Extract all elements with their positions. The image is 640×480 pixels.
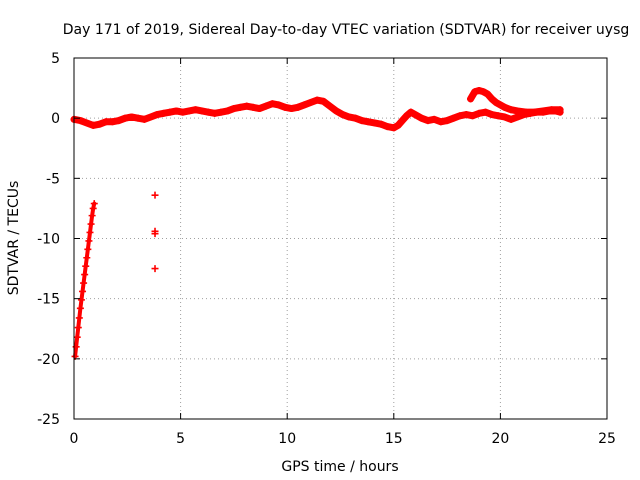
series-main-band	[70, 96, 564, 132]
y-tick-labels: -25 -20 -15 -10 -5 0 5	[37, 51, 60, 428]
data-points	[70, 86, 564, 360]
y-tick-label: -20	[37, 352, 60, 368]
y-tick-label: -15	[37, 292, 60, 308]
series-band	[73, 201, 97, 359]
chart-title: Day 171 of 2019, Sidereal Day-to-day VTE…	[63, 22, 630, 38]
x-tick-label: 20	[491, 431, 509, 447]
series-upper-loop	[467, 86, 564, 116]
y-tick-label: -25	[37, 412, 60, 428]
y-axis-label: SDTVAR / TECUs	[6, 181, 22, 296]
series-band	[70, 96, 564, 132]
x-tick-label: 5	[176, 431, 185, 447]
y-tick-label: 5	[51, 51, 60, 67]
y-tick-label: 0	[51, 111, 60, 127]
series-early-recovery	[71, 200, 98, 360]
series-band	[467, 86, 564, 116]
axis-ticks	[73, 57, 608, 420]
x-axis-label: GPS time / hours	[281, 459, 398, 475]
data-point	[151, 265, 159, 273]
y-tick-label: -10	[37, 232, 60, 248]
data-point	[151, 230, 159, 238]
x-tick-label: 15	[385, 431, 403, 447]
x-tick-label: 25	[598, 431, 616, 447]
data-point	[151, 191, 159, 199]
y-tick-label: -5	[46, 171, 60, 187]
series-outliers	[151, 191, 159, 273]
x-tick-label: 0	[70, 431, 79, 447]
x-tick-label: 10	[278, 431, 296, 447]
x-tick-labels: 0 5 10 15 20 25	[70, 431, 616, 447]
